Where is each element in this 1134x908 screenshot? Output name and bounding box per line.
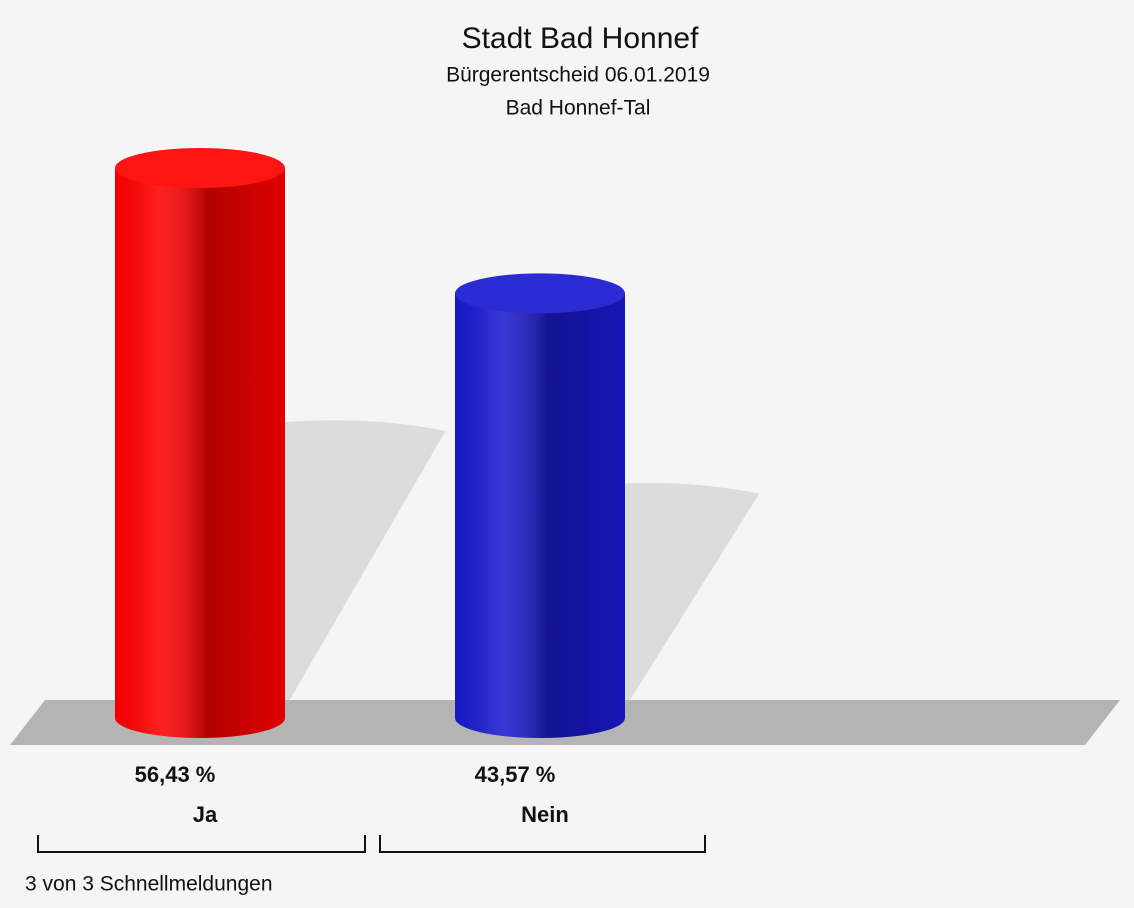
chart-title: Stadt Bad Honnef bbox=[462, 22, 700, 55]
footnote: 3 von 3 Schnellmeldungen bbox=[25, 873, 273, 896]
bracket bbox=[37, 835, 366, 853]
bar-top bbox=[455, 273, 625, 314]
bar-top bbox=[115, 148, 285, 188]
value-label: 56,43 % bbox=[135, 762, 216, 787]
bars bbox=[115, 148, 625, 738]
category-label: Ja bbox=[193, 802, 218, 827]
chart-subtitle: Bad Honnef-Tal bbox=[506, 97, 651, 120]
bar-shading bbox=[455, 293, 625, 738]
category-label: Nein bbox=[521, 802, 569, 827]
chart-subtitle: Bürgerentscheid 06.01.2019 bbox=[446, 64, 710, 87]
bar-shading bbox=[115, 168, 285, 738]
bar-top-highlight bbox=[115, 148, 285, 188]
value-label: 43,57 % bbox=[475, 762, 556, 787]
bar-top-highlight bbox=[455, 273, 625, 314]
bracket bbox=[379, 835, 706, 853]
